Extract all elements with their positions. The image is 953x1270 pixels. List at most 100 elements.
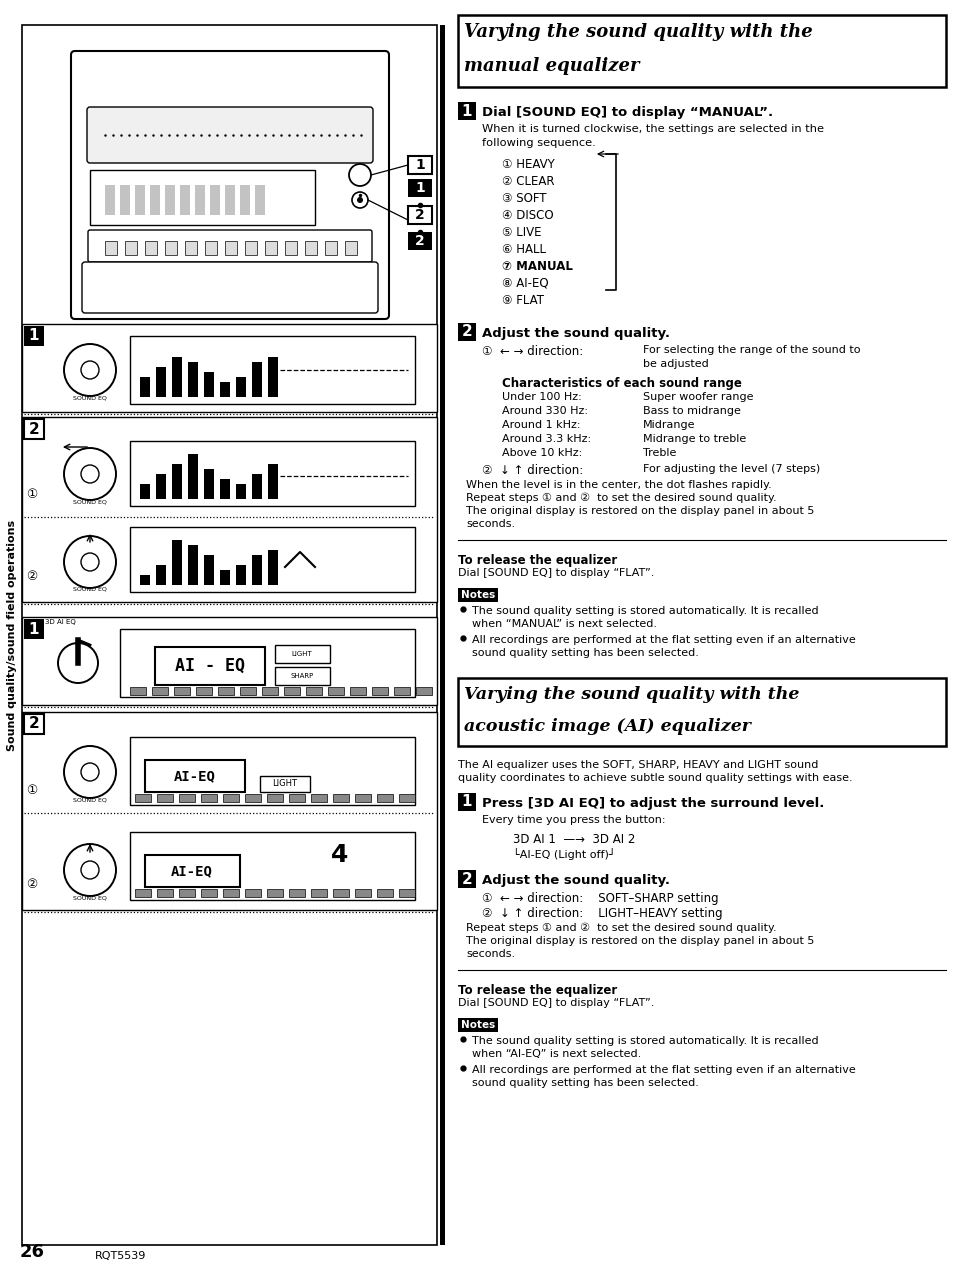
- Bar: [223, 889, 239, 897]
- Text: when “MANUAL” is next selected.: when “MANUAL” is next selected.: [472, 618, 657, 629]
- Text: ④ DISCO: ④ DISCO: [501, 210, 553, 222]
- Bar: [252, 474, 262, 499]
- Text: acoustic image (AI) equalizer: acoustic image (AI) equalizer: [463, 718, 750, 735]
- Text: Sound quality/sound field operations: Sound quality/sound field operations: [7, 519, 17, 751]
- Bar: [179, 889, 194, 897]
- Text: Treble: Treble: [642, 448, 676, 458]
- Text: Super woofer range: Super woofer range: [642, 392, 753, 403]
- Bar: [223, 794, 239, 801]
- Bar: [457, 323, 476, 342]
- Text: Varying the sound quality with the: Varying the sound quality with the: [463, 23, 812, 41]
- Bar: [185, 241, 196, 255]
- Text: manual equalizer: manual equalizer: [463, 57, 639, 75]
- Text: ② CLEAR: ② CLEAR: [501, 175, 554, 188]
- Text: 26: 26: [19, 1243, 45, 1261]
- Bar: [252, 555, 262, 585]
- Bar: [188, 362, 198, 398]
- Bar: [24, 419, 44, 439]
- Bar: [204, 555, 213, 585]
- Bar: [210, 185, 220, 215]
- Text: following sequence.: following sequence.: [481, 138, 595, 149]
- Text: SOUND EQ: SOUND EQ: [73, 895, 107, 900]
- Bar: [130, 832, 415, 900]
- Bar: [180, 185, 190, 215]
- Text: 1: 1: [461, 795, 472, 809]
- Text: ②: ②: [27, 570, 37, 583]
- Bar: [268, 464, 277, 499]
- Bar: [154, 646, 265, 685]
- Bar: [376, 889, 393, 897]
- Bar: [204, 372, 213, 398]
- Bar: [157, 794, 172, 801]
- Text: Around 330 Hz:: Around 330 Hz:: [501, 406, 587, 417]
- Text: sound quality setting has been selected.: sound quality setting has been selected.: [472, 648, 699, 658]
- Text: All recordings are performed at the flat setting even if an alternative: All recordings are performed at the flat…: [472, 635, 855, 645]
- Bar: [179, 794, 194, 801]
- Text: ①: ①: [27, 488, 37, 500]
- Bar: [201, 889, 216, 897]
- Bar: [90, 170, 314, 225]
- Bar: [350, 687, 366, 695]
- Bar: [457, 792, 476, 812]
- Text: Midrange to treble: Midrange to treble: [642, 434, 745, 444]
- Text: SOUND EQ: SOUND EQ: [73, 587, 107, 592]
- Text: Adjust the sound quality.: Adjust the sound quality.: [481, 874, 669, 886]
- Text: SHARP: SHARP: [290, 673, 314, 679]
- Text: 1: 1: [461, 103, 472, 118]
- Text: The sound quality setting is stored automatically. It is recalled: The sound quality setting is stored auto…: [472, 1036, 818, 1046]
- Text: Press [3D AI EQ] to adjust the surround level.: Press [3D AI EQ] to adjust the surround …: [481, 798, 823, 810]
- Text: When it is turned clockwise, the settings are selected in the: When it is turned clockwise, the setting…: [481, 124, 823, 135]
- Text: Notes: Notes: [460, 1020, 495, 1030]
- Text: quality coordinates to achieve subtle sound quality settings with ease.: quality coordinates to achieve subtle so…: [457, 773, 852, 784]
- Bar: [130, 441, 415, 505]
- Bar: [120, 185, 130, 215]
- Bar: [240, 687, 255, 695]
- Text: LIGHT: LIGHT: [292, 652, 312, 657]
- Bar: [355, 889, 371, 897]
- Bar: [135, 889, 151, 897]
- Bar: [220, 479, 230, 499]
- Text: Repeat steps ① and ②  to set the desired sound quality.: Repeat steps ① and ② to set the desired …: [465, 923, 776, 933]
- Bar: [150, 185, 160, 215]
- Text: To release the equalizer: To release the equalizer: [457, 554, 617, 566]
- Bar: [372, 687, 388, 695]
- Bar: [135, 794, 151, 801]
- Text: ①: ①: [27, 784, 37, 796]
- Text: ①  ← → direction:: ① ← → direction:: [481, 345, 582, 358]
- Bar: [408, 206, 432, 224]
- FancyBboxPatch shape: [88, 230, 372, 262]
- Bar: [235, 565, 246, 585]
- Bar: [156, 367, 166, 398]
- Bar: [195, 687, 212, 695]
- Bar: [284, 687, 299, 695]
- Bar: [24, 714, 44, 734]
- Bar: [306, 687, 322, 695]
- Text: RQT5539: RQT5539: [95, 1251, 146, 1261]
- FancyBboxPatch shape: [71, 51, 389, 319]
- Bar: [457, 678, 945, 745]
- Bar: [140, 377, 150, 398]
- Bar: [22, 712, 436, 911]
- Bar: [24, 326, 44, 345]
- Bar: [172, 540, 182, 585]
- Bar: [268, 550, 277, 585]
- Bar: [240, 185, 250, 215]
- Text: AI-EQ: AI-EQ: [171, 864, 213, 878]
- Text: 2: 2: [29, 716, 39, 732]
- Text: The original display is restored on the display panel in about 5: The original display is restored on the …: [465, 936, 814, 946]
- Bar: [311, 794, 327, 801]
- Bar: [225, 185, 234, 215]
- Text: ① HEAVY: ① HEAVY: [501, 157, 554, 171]
- Bar: [394, 687, 410, 695]
- Bar: [333, 794, 349, 801]
- Bar: [172, 464, 182, 499]
- Text: ③ SOFT: ③ SOFT: [501, 192, 546, 204]
- Text: Bass to midrange: Bass to midrange: [642, 406, 740, 417]
- Text: SOUND EQ: SOUND EQ: [73, 499, 107, 504]
- Bar: [355, 794, 371, 801]
- Text: seconds.: seconds.: [465, 519, 515, 530]
- Text: Around 3.3 kHz:: Around 3.3 kHz:: [501, 434, 591, 444]
- Bar: [157, 889, 172, 897]
- Circle shape: [352, 192, 368, 208]
- Text: Adjust the sound quality.: Adjust the sound quality.: [481, 326, 669, 340]
